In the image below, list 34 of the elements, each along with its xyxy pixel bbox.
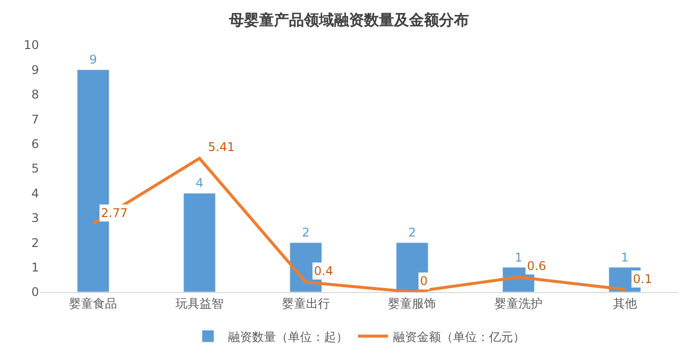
x-tick-label: 婴童服饰 bbox=[388, 296, 436, 310]
y-tick-label: 4 bbox=[31, 186, 39, 200]
y-tick-label: 0 bbox=[31, 285, 39, 300]
data-label: 2 bbox=[302, 226, 310, 240]
x-tick-label: 婴童洗护 bbox=[494, 296, 542, 310]
x-tick-label: 玩具益智 bbox=[176, 296, 224, 310]
y-tick-label: 2 bbox=[31, 236, 39, 250]
y-tick-label: 1 bbox=[31, 260, 39, 274]
y-tick-label: 3 bbox=[31, 211, 39, 226]
data-label: 5.41 bbox=[208, 140, 235, 154]
data-label: 2.77 bbox=[101, 206, 128, 220]
data-label: 1 bbox=[514, 250, 522, 264]
legend-label: 融资数量（单位：起） bbox=[228, 330, 348, 344]
x-tick-label: 婴童出行 bbox=[282, 296, 330, 310]
x-tick-label: 其他 bbox=[612, 296, 637, 310]
y-tick-label: 8 bbox=[31, 88, 39, 102]
y-tick-label: 7 bbox=[31, 112, 39, 126]
y-tick-label: 5 bbox=[31, 162, 39, 176]
data-label: 0.1 bbox=[633, 272, 652, 286]
y-tick-label: 9 bbox=[31, 62, 39, 77]
data-label: 2 bbox=[408, 226, 416, 240]
line-series bbox=[92, 156, 626, 292]
x-tick-label: 婴童食品 bbox=[69, 296, 118, 310]
y-tick-label: 10 bbox=[24, 38, 39, 52]
data-label: 9 bbox=[89, 52, 97, 67]
y-tick-label: 6 bbox=[31, 137, 39, 151]
data-label: 1 bbox=[621, 250, 629, 264]
data-label: 0.6 bbox=[527, 259, 546, 273]
bar bbox=[183, 192, 216, 292]
chart-title: 母婴童产品领域融资数量及金额分布 bbox=[228, 11, 469, 30]
data-label: 0 bbox=[420, 274, 428, 288]
data-label: 0.4 bbox=[314, 264, 334, 278]
data-label: 4 bbox=[196, 176, 204, 190]
legend-label: 融资金额（单位：亿元） bbox=[393, 330, 525, 344]
